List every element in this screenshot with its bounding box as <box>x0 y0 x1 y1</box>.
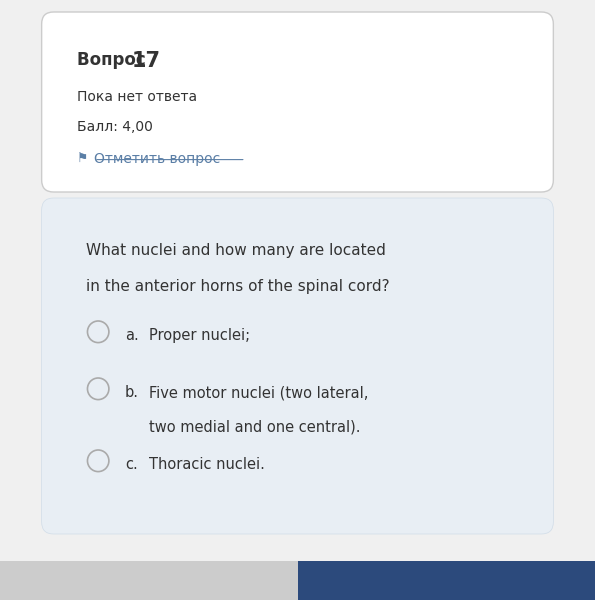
Circle shape <box>87 321 109 343</box>
Text: in the anterior horns of the spinal cord?: in the anterior horns of the spinal cord… <box>86 279 390 294</box>
FancyBboxPatch shape <box>0 561 298 600</box>
FancyBboxPatch shape <box>298 561 595 600</box>
Text: Вопрос: Вопрос <box>77 51 152 69</box>
Text: b.: b. <box>125 385 139 400</box>
Text: Proper nuclei;: Proper nuclei; <box>149 328 250 343</box>
Text: Five motor nuclei (two lateral,: Five motor nuclei (two lateral, <box>149 385 368 400</box>
Circle shape <box>87 378 109 400</box>
Text: c.: c. <box>125 457 137 472</box>
Text: Пока нет ответа: Пока нет ответа <box>77 90 198 104</box>
Text: a.: a. <box>125 328 139 343</box>
Text: ⚑: ⚑ <box>77 152 93 165</box>
Text: 17: 17 <box>132 51 161 71</box>
FancyBboxPatch shape <box>42 198 553 534</box>
Text: Thoracic nuclei.: Thoracic nuclei. <box>149 457 265 472</box>
Text: What nuclei and how many are located: What nuclei and how many are located <box>86 243 386 258</box>
Text: two medial and one central).: two medial and one central). <box>149 420 360 435</box>
Text: Отметить вопрос: Отметить вопрос <box>94 152 220 166</box>
FancyBboxPatch shape <box>42 12 553 192</box>
Circle shape <box>87 450 109 472</box>
Text: Балл: 4,00: Балл: 4,00 <box>77 120 154 134</box>
